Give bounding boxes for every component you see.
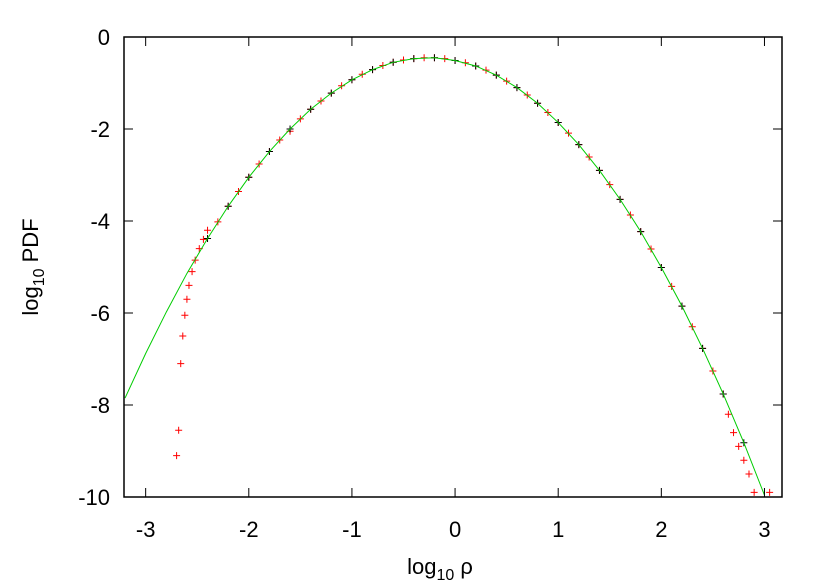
point [750,488,758,496]
y-label-part: PDF [18,218,43,268]
point [173,452,181,460]
point [735,442,743,450]
point [181,311,189,319]
y-label-sub: 10 [31,268,48,286]
x-tick-label: 2 [655,517,667,542]
point [177,360,185,368]
x-label-sub: 10 [436,567,454,581]
point [766,488,774,496]
point [179,332,187,340]
point [204,226,212,234]
y-tick-label: -2 [90,117,110,142]
y-tick-label: -6 [90,301,110,326]
y-tick-label: -8 [90,393,110,418]
x-tick-label: -1 [342,517,362,542]
point [183,295,191,303]
x-tick-label: 0 [449,517,461,542]
y-axis-label: log10 PDF [18,218,48,315]
point [175,426,183,434]
point [188,268,196,276]
point [730,429,738,437]
x-tick-label: -2 [239,517,259,542]
fit-line [124,57,765,496]
y-tick-label: -10 [78,485,110,510]
x-axis-label: log10 ρ [407,554,473,581]
plot-frame [123,36,783,498]
x-label-part: ρ [454,554,473,579]
y-label-part: log [18,286,43,315]
x-tick-label: 1 [552,517,564,542]
x-label-part: log [407,554,436,579]
y-tick-label: -4 [90,209,110,234]
x-tick-label: 3 [758,517,770,542]
point [740,456,748,464]
y-tick-label: 0 [98,25,110,50]
point [199,235,207,243]
plot-area [124,54,774,496]
x-tick-label: -3 [136,517,156,542]
point [724,410,732,418]
point [745,470,753,478]
point [338,82,346,90]
point [185,281,193,289]
